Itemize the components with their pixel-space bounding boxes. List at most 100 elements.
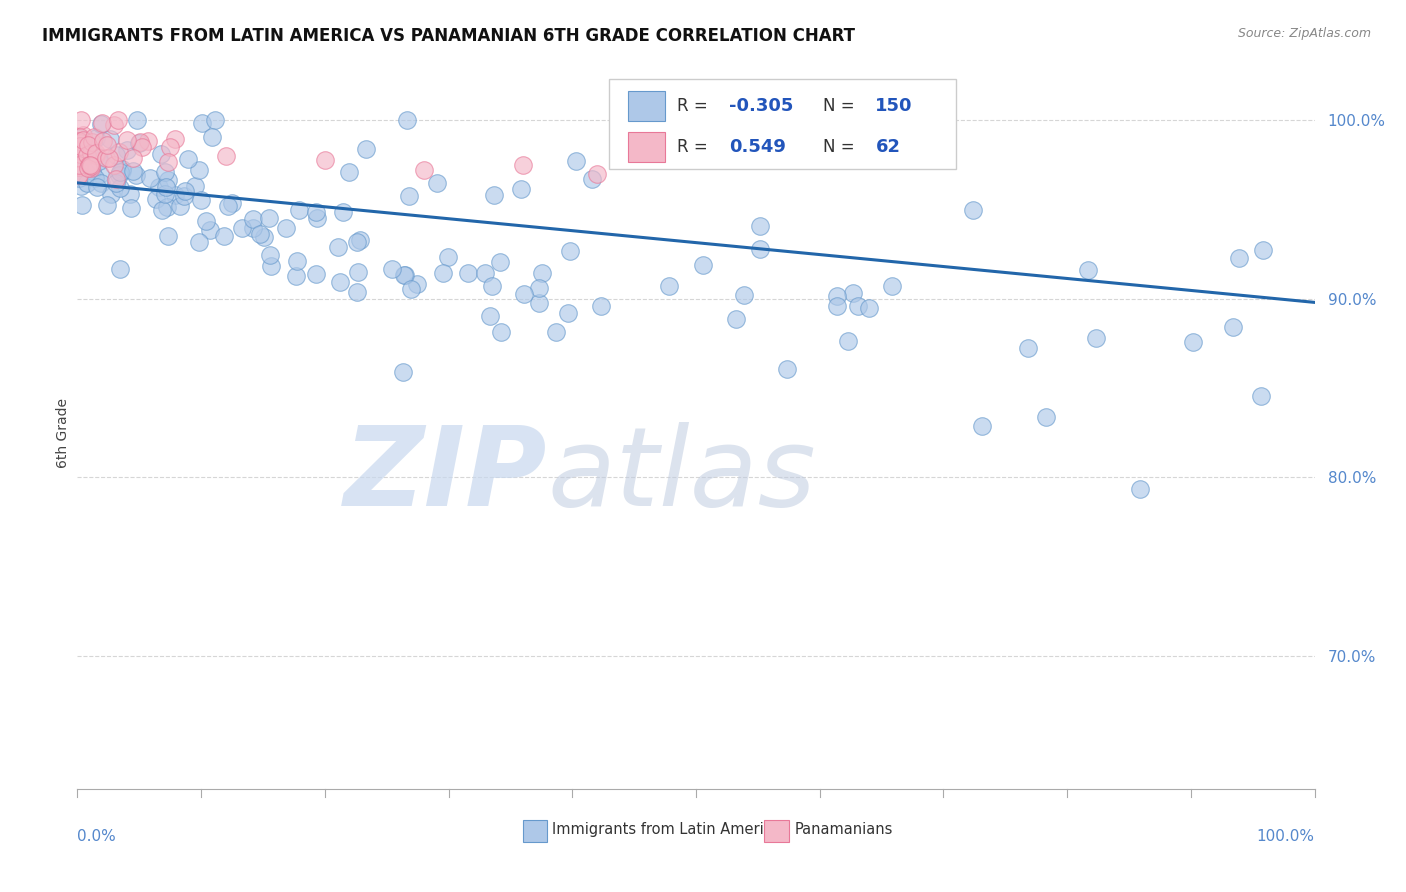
Point bbox=[100, 187, 122, 202]
Point bbox=[125, 168, 148, 182]
Point bbox=[184, 178, 207, 193]
Point bbox=[69, 131, 91, 145]
Point bbox=[288, 202, 311, 217]
Point bbox=[970, 418, 993, 433]
Point bbox=[67, 135, 90, 149]
Point bbox=[108, 165, 131, 179]
Point bbox=[98, 131, 121, 145]
Bar bbox=[763, 820, 789, 841]
Point bbox=[314, 153, 336, 167]
Point bbox=[69, 145, 91, 159]
Point bbox=[69, 138, 91, 153]
Point bbox=[589, 299, 612, 313]
Point bbox=[103, 118, 125, 132]
Point bbox=[87, 150, 110, 164]
Point bbox=[190, 193, 212, 207]
Point bbox=[329, 275, 352, 289]
Point bbox=[67, 158, 90, 172]
Point bbox=[83, 170, 105, 185]
Point bbox=[67, 170, 90, 185]
Point bbox=[150, 202, 173, 217]
Point bbox=[84, 145, 107, 160]
Point bbox=[328, 240, 350, 254]
Point bbox=[305, 211, 328, 225]
Point bbox=[177, 152, 200, 166]
Point bbox=[474, 267, 496, 281]
Point bbox=[748, 243, 770, 257]
Point bbox=[67, 165, 90, 179]
Point bbox=[73, 142, 96, 156]
Point bbox=[110, 161, 132, 176]
Point bbox=[394, 268, 416, 282]
Text: atlas: atlas bbox=[547, 422, 815, 529]
Point bbox=[67, 144, 90, 158]
Point bbox=[749, 219, 772, 234]
Point bbox=[825, 299, 848, 313]
Text: R =: R = bbox=[678, 97, 713, 115]
Text: R =: R = bbox=[678, 138, 713, 156]
Point bbox=[557, 306, 579, 320]
Point bbox=[215, 149, 238, 163]
Point bbox=[70, 140, 93, 154]
Point bbox=[305, 267, 328, 281]
Point bbox=[163, 188, 186, 202]
Point bbox=[139, 170, 162, 185]
Point bbox=[346, 235, 368, 249]
Text: 0.0%: 0.0% bbox=[77, 829, 117, 844]
Point bbox=[165, 132, 187, 146]
Point bbox=[131, 140, 153, 154]
Point bbox=[354, 142, 377, 156]
Point bbox=[174, 185, 197, 199]
Text: 150: 150 bbox=[876, 97, 912, 115]
Point bbox=[122, 163, 145, 178]
Point bbox=[69, 129, 91, 144]
Point bbox=[214, 228, 236, 243]
Point bbox=[257, 211, 280, 225]
Point bbox=[157, 155, 180, 169]
Point bbox=[846, 299, 869, 313]
Point bbox=[69, 113, 91, 128]
Point bbox=[398, 188, 420, 202]
Point bbox=[231, 221, 253, 235]
Point bbox=[156, 173, 179, 187]
Point bbox=[1251, 244, 1274, 258]
Text: Source: ZipAtlas.com: Source: ZipAtlas.com bbox=[1237, 27, 1371, 40]
Point bbox=[80, 145, 103, 160]
Point bbox=[89, 154, 111, 169]
Point bbox=[221, 196, 243, 211]
Point bbox=[89, 167, 111, 181]
Point bbox=[108, 145, 131, 159]
Point bbox=[305, 205, 328, 219]
Point bbox=[392, 268, 415, 282]
Point bbox=[399, 282, 422, 296]
Point bbox=[70, 197, 93, 211]
Point bbox=[96, 137, 118, 152]
Point bbox=[156, 201, 179, 215]
Point bbox=[103, 158, 125, 172]
Point bbox=[842, 285, 865, 300]
Text: ZIP: ZIP bbox=[344, 422, 547, 529]
Point bbox=[173, 189, 195, 203]
Point bbox=[108, 168, 131, 182]
Point bbox=[1035, 409, 1057, 424]
Point bbox=[122, 151, 145, 165]
Point bbox=[84, 131, 107, 145]
Point bbox=[1250, 389, 1272, 403]
Text: 0.549: 0.549 bbox=[730, 138, 786, 156]
Bar bbox=[628, 132, 665, 162]
Point bbox=[733, 287, 755, 301]
Text: N =: N = bbox=[824, 138, 860, 156]
Point bbox=[274, 220, 297, 235]
Point bbox=[128, 136, 150, 150]
Point bbox=[432, 266, 454, 280]
Point bbox=[69, 163, 91, 178]
Point bbox=[565, 153, 588, 168]
Point bbox=[1084, 331, 1107, 345]
Point bbox=[157, 229, 180, 244]
Point bbox=[259, 248, 281, 262]
Point bbox=[530, 266, 553, 280]
Point bbox=[153, 187, 176, 202]
Point bbox=[880, 279, 903, 293]
Point bbox=[249, 227, 271, 242]
Point bbox=[253, 230, 276, 244]
